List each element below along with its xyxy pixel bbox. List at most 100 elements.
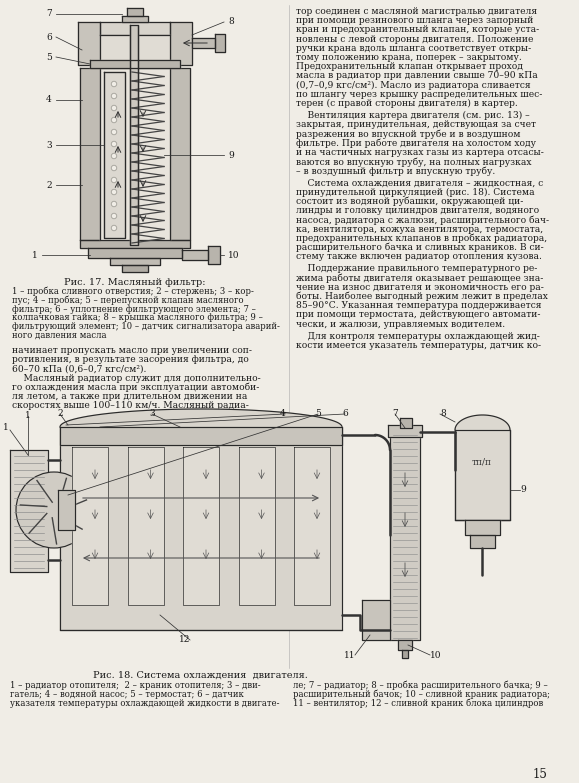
Text: линдры и головку цилиндров двигателя, водяного: линдры и головку цилиндров двигателя, во… [296,206,539,215]
Text: ваются во впускную трубу, на полных нагрузках: ваются во впускную трубу, на полных нагр… [296,157,532,167]
Polygon shape [100,68,170,240]
Text: 11 – вентилятор; 12 – сливной краник блока цилиндров: 11 – вентилятор; 12 – сливной краник бло… [293,698,543,708]
Polygon shape [60,409,342,630]
Text: фильтрующий элемент; 10 – датчик сигнализатора аварий-: фильтрующий элемент; 10 – датчик сигнали… [12,322,280,331]
Polygon shape [388,425,422,437]
Circle shape [112,214,116,218]
Text: тор соединен с масляной магистралью двигателя: тор соединен с масляной магистралью двиг… [296,7,537,16]
Text: 1: 1 [3,424,9,432]
Circle shape [112,226,115,229]
Circle shape [112,226,116,230]
Polygon shape [402,650,408,658]
Text: 2: 2 [46,181,52,189]
Polygon shape [100,22,170,35]
Text: гатель; 4 – водяной насос; 5 – термостат; 6 – датчик: гатель; 4 – водяной насос; 5 – термостат… [10,690,244,698]
Circle shape [112,201,116,207]
Polygon shape [390,430,420,640]
Polygon shape [80,240,190,248]
Text: начинает пропускать масло при увеличении соп-: начинает пропускать масло при увеличении… [12,346,252,355]
Polygon shape [470,535,495,548]
Polygon shape [465,520,500,535]
Text: расширительный бачок; 10 – сливной краник радиатора;: расширительный бачок; 10 – сливной крани… [293,690,550,699]
Text: 3: 3 [46,140,52,150]
Text: 2: 2 [57,410,63,418]
Polygon shape [80,68,100,240]
Text: 85–90°С. Указанная температура поддерживается: 85–90°С. Указанная температура поддержив… [296,301,541,310]
Text: фильтре. При работе двигателя на холостом ходу: фильтре. При работе двигателя на холосто… [296,139,536,148]
Text: 9: 9 [520,485,526,495]
Text: стему также включен радиатор отопления кузова.: стему также включен радиатор отопления к… [296,252,542,262]
Text: Масляный радиатор служит для дополнительно-: Масляный радиатор служит для дополнитель… [12,373,261,383]
Polygon shape [122,16,148,22]
Text: 1: 1 [25,412,31,420]
Text: масла в радиатор при давлении свыше 70–90 кПа: масла в радиатор при давлении свыше 70–9… [296,71,538,81]
Text: терен (с правой стороны двигателя) в картер.: терен (с правой стороны двигателя) в кар… [296,99,518,108]
Circle shape [16,472,92,548]
Text: 12: 12 [179,636,190,644]
Text: новлены с левой стороны двигателя. Положение: новлены с левой стороны двигателя. Полож… [296,34,533,44]
Text: 7: 7 [46,9,52,19]
Circle shape [112,165,116,171]
Polygon shape [78,22,100,65]
Text: Вентиляция картера двигателя (см. рис. 13) –: Вентиляция картера двигателя (см. рис. 1… [296,111,530,121]
Text: (0,7–0,9 кгс/см²). Масло из радиатора сливается: (0,7–0,9 кгс/см²). Масло из радиатора сл… [296,81,530,90]
Text: 1 – радиатор отопителя;  2 – краник отопителя; 3 – дви-: 1 – радиатор отопителя; 2 – краник отопи… [10,681,261,690]
Text: – в воздушный фильтр и впускную трубу.: – в воздушный фильтр и впускную трубу. [296,167,495,176]
Polygon shape [170,22,192,65]
Text: колпачковая гайка; 8 – крышка масляного фильтра; 9 –: колпачковая гайка; 8 – крышка масляного … [12,313,263,323]
Polygon shape [122,265,148,272]
Text: чение на износ двигателя и экономичность его ра-: чение на износ двигателя и экономичность… [296,283,544,292]
Text: ного давления масла: ного давления масла [12,331,107,340]
Text: 8: 8 [228,17,234,27]
Text: чески, и жалюзи, управляемых водителем.: чески, и жалюзи, управляемых водителем. [296,319,505,329]
Text: Рис. 18. Система охлаждения  двигателя.: Рис. 18. Система охлаждения двигателя. [93,671,307,680]
Polygon shape [104,72,125,238]
Circle shape [112,154,115,157]
Polygon shape [208,246,220,264]
Circle shape [112,106,116,110]
Polygon shape [130,25,138,245]
Text: состоит из водяной рубашки, окружающей ци-: состоит из водяной рубашки, окружающей ц… [296,197,523,207]
Text: расширительного бачка и сливных краников. В си-: расширительного бачка и сливных краников… [296,243,544,252]
Circle shape [112,179,115,182]
Circle shape [112,93,116,99]
Polygon shape [239,447,274,605]
Text: 1: 1 [32,251,38,259]
Text: Для контроля температуры охлаждающей жид-: Для контроля температуры охлаждающей жид… [296,332,540,341]
Polygon shape [182,250,208,260]
Circle shape [112,142,116,146]
Text: боты. Наиболее выгодный режим лежит в пределах: боты. Наиболее выгодный режим лежит в пр… [296,292,548,301]
Text: при помощи резинового шланга через запорный: при помощи резинового шланга через запор… [296,16,533,25]
Text: кости имеется указатель температуры, датчик ко-: кости имеется указатель температуры, дат… [296,341,541,350]
Text: закрытая, принудительная, действующая за счет: закрытая, принудительная, действующая за… [296,121,536,129]
Text: тп/п: тп/п [472,457,492,467]
Polygon shape [88,248,182,258]
Text: принудительной циркуляцией (рис. 18). Система: принудительной циркуляцией (рис. 18). Си… [296,188,534,197]
Text: 7: 7 [392,410,398,418]
Text: 3: 3 [149,410,155,418]
Text: насоса, радиатора с жалюзи, расширительного бач-: насоса, радиатора с жалюзи, расширительн… [296,215,549,225]
Text: ле; 7 – радиатор; 8 – пробка расширительного бачка; 9 –: ле; 7 – радиатор; 8 – пробка расширитель… [293,681,548,691]
Circle shape [112,190,115,193]
Text: 60–70 кПа (0,6–0,7 кгс/см²).: 60–70 кПа (0,6–0,7 кгс/см²). [12,364,146,373]
Text: 11: 11 [343,651,355,659]
Circle shape [112,82,115,85]
Circle shape [112,106,115,110]
Text: жима работы двигателя оказывает решающее зна-: жима работы двигателя оказывает решающее… [296,273,543,283]
Text: Система охлаждения двигателя – жидкостная, с: Система охлаждения двигателя – жидкостна… [296,179,543,188]
Circle shape [112,81,116,86]
Text: го охлаждения масла при эксплуатации автомоби-: го охлаждения масла при эксплуатации авт… [12,383,259,392]
Circle shape [112,203,115,205]
Circle shape [112,143,115,146]
Circle shape [112,95,115,98]
Circle shape [112,178,116,182]
Text: тому положению крана, поперек – закрытому.: тому положению крана, поперек – закрытом… [296,53,522,62]
Polygon shape [362,600,390,640]
Circle shape [112,118,115,121]
Circle shape [112,131,115,133]
Text: Поддержание правильного температурного ре-: Поддержание правильного температурного р… [296,265,537,273]
Text: 4: 4 [46,96,52,104]
Polygon shape [455,415,510,430]
Polygon shape [192,38,215,48]
Text: ка, вентилятора, кожуха вентилятора, термостата,: ка, вентилятора, кожуха вентилятора, тер… [296,225,543,233]
